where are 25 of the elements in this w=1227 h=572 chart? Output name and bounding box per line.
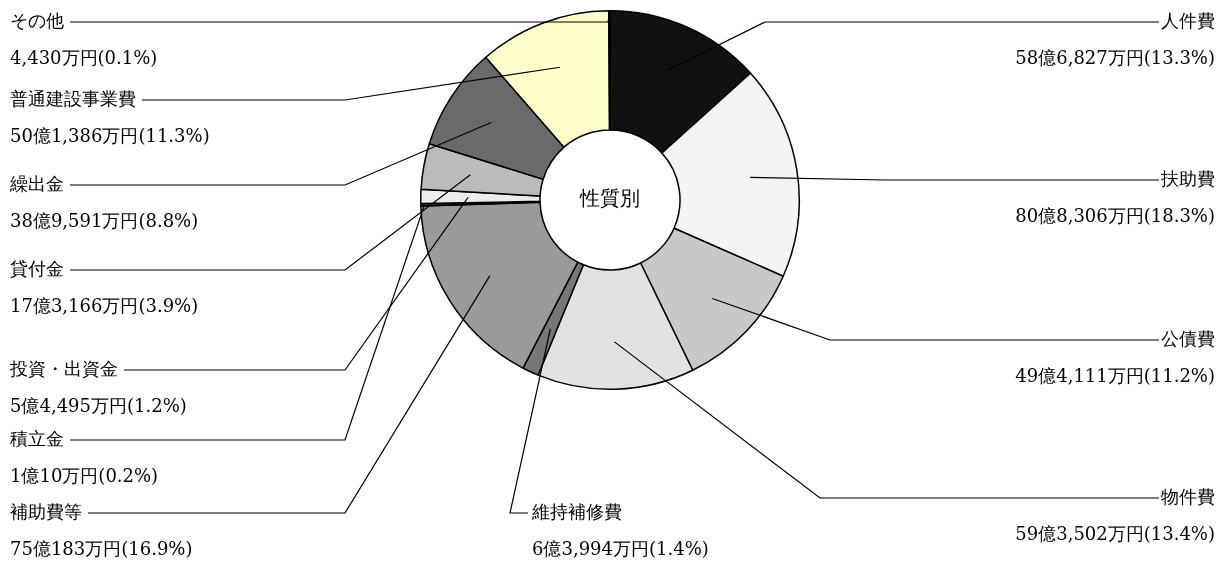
data-label: 17億3,166万円(3.9%) [10,294,199,316]
data-label: 49億4,111万円(11.2%) [1015,364,1215,386]
data-label: 50億1,386万円(11.3%) [10,124,210,146]
data-label: 58億6,827万円(13.3%) [1015,46,1215,68]
data-label: 75億183万円(16.9%) [10,537,193,559]
slice-label: 人件費 [1161,9,1215,31]
slice-label: 投資・出資金 [9,357,118,379]
slice-label: 物件費 [1161,485,1215,507]
text: 性質別 [579,186,640,211]
slice-label: 扶助費 [1160,167,1215,189]
slice-label: 積立金 [10,427,64,449]
slice-label: 維持補修費 [531,500,622,522]
data-label: 1億10万円(0.2%) [10,464,159,486]
slice-label: 公債費 [1161,327,1215,349]
slice-label: 普通建設事業費 [10,87,136,109]
data-label: 80億8,306万円(18.3%) [1015,204,1215,226]
data-label: 5億4,495万円(1.2%) [10,394,187,416]
slice-label: 補助費等 [10,500,82,522]
slice-label: その他 [10,9,64,31]
data-label: 4,430万円(0.1%) [10,46,158,68]
data-label: 38億9,591万円(8.8%) [10,209,199,231]
data-label: 59億3,502万円(13.4%) [1015,522,1215,544]
slice-label: 繰出金 [9,172,64,194]
slice-label: 貸付金 [10,257,64,279]
data-label: 6億3,994万円(1.4%) [532,537,709,559]
